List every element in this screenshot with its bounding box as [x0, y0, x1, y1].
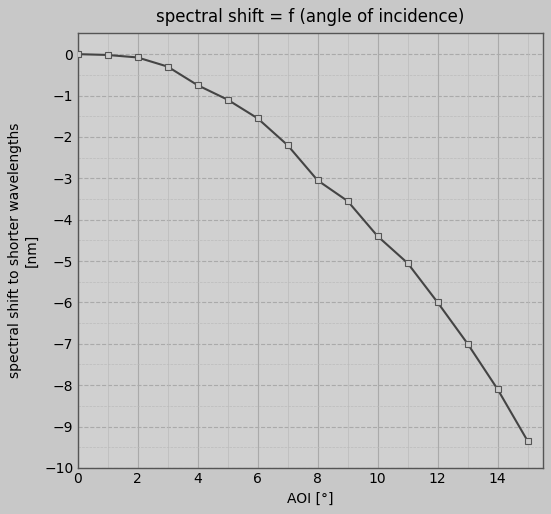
X-axis label: AOI [°]: AOI [°]	[287, 492, 333, 506]
Title: spectral shift = f (angle of incidence): spectral shift = f (angle of incidence)	[156, 8, 464, 26]
Y-axis label: spectral shift to shorter wavelengths
[nm]: spectral shift to shorter wavelengths [n…	[8, 123, 39, 378]
